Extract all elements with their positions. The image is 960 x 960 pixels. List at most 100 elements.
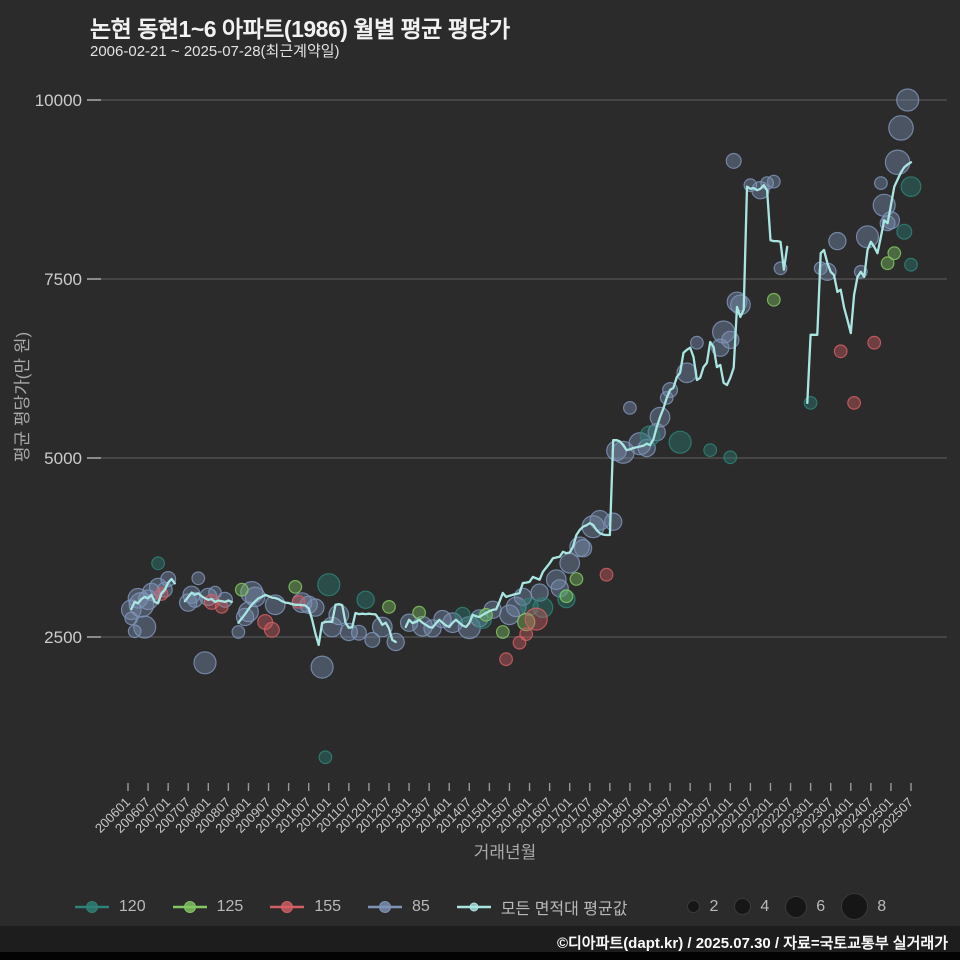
- legend-label: 155: [314, 897, 342, 915]
- scatter-point-125: [569, 572, 584, 586]
- x-axis-title: 거래년월: [474, 843, 537, 862]
- page-title: 논현 동현1~6 아파트(1986) 월별 평균 평당가: [90, 16, 510, 42]
- scatter-point-155: [833, 344, 848, 359]
- y-tick-label: 10000: [35, 91, 82, 110]
- legend-label: 85: [412, 897, 430, 915]
- scatter-point-120: [317, 573, 341, 597]
- footer-strip: [0, 926, 960, 952]
- scatter-point-120: [151, 556, 166, 571]
- scatter-point-85: [371, 616, 393, 638]
- scatter-point-85: [505, 596, 527, 618]
- line-legend-marker: [456, 902, 491, 911]
- scatter-point-120: [356, 590, 375, 610]
- scatter-point-85: [133, 615, 157, 639]
- scatter-point-155: [524, 607, 548, 631]
- scatter-point-85: [350, 624, 367, 641]
- scatter-point-120: [318, 750, 333, 765]
- scatter-point-85: [855, 225, 880, 249]
- scatter-point-155: [867, 335, 882, 350]
- scatter-point-85: [874, 176, 888, 191]
- scatter-point-85: [623, 401, 637, 415]
- size-legend-dot: [687, 900, 701, 913]
- y-tick-label: 7500: [44, 270, 82, 289]
- scatter-point-125: [766, 292, 781, 307]
- legend-item-155[interactable]: 155: [269, 898, 341, 916]
- scatter-point-155: [599, 567, 614, 582]
- scatter-point-120: [668, 430, 692, 454]
- bottom-border: [0, 952, 960, 960]
- scatter-point-85: [193, 651, 217, 675]
- scatter-point-85: [730, 294, 751, 316]
- chart-legend: 120 125 155 85 모든 면적대 평균값 2 4 6 8: [0, 893, 960, 920]
- legend-label: 120: [118, 897, 146, 915]
- scatter-point-125: [880, 256, 895, 271]
- scatter-point-85: [231, 625, 246, 639]
- size-legend-item: 6: [785, 895, 826, 918]
- size-legend: 2 4 6 8: [687, 893, 886, 920]
- legend-item-120[interactable]: 120: [74, 898, 146, 916]
- y-axis-title: 평균 평당가(만 원): [13, 332, 32, 462]
- scatter-point-120: [896, 223, 913, 240]
- scatter-point-85: [160, 570, 177, 587]
- scatter-point-155: [263, 621, 280, 638]
- y-tick-label: 2500: [44, 628, 82, 647]
- page-subtitle: 2006-02-21 ~ 2025-07-28(최근계약일): [90, 43, 340, 60]
- size-legend-item: 2: [687, 898, 718, 916]
- scatter-point-120: [900, 176, 922, 198]
- scatter-point-120: [703, 443, 718, 458]
- scatter-point-155: [519, 627, 534, 641]
- scatter-point-120: [723, 450, 738, 465]
- series-legend-marker: [368, 900, 403, 913]
- scatter-point-155: [499, 652, 514, 667]
- size-legend-label: 2: [709, 897, 719, 915]
- size-legend-item: 8: [841, 893, 886, 920]
- size-legend-label: 4: [760, 897, 770, 915]
- average-line: [130, 161, 913, 647]
- scatter-point-125: [559, 589, 574, 604]
- legend-item-125[interactable]: 125: [172, 897, 244, 916]
- scatter-point-85: [690, 335, 704, 350]
- legend-item-average-line[interactable]: 모든 면적대 평균값: [456, 895, 628, 919]
- legend-label: 모든 면적대 평균값: [500, 900, 628, 918]
- size-legend-item: 4: [734, 898, 769, 916]
- size-legend-dot: [785, 895, 808, 918]
- scatter-point-85: [766, 174, 781, 189]
- scatter-point-85: [244, 586, 266, 608]
- scatter-point-85: [725, 152, 742, 169]
- scatter-point-85: [364, 631, 381, 648]
- series-legend-marker: [74, 900, 109, 913]
- scatter-point-125: [288, 580, 303, 594]
- scatter-point-85: [896, 88, 920, 112]
- legend-item-85[interactable]: 85: [367, 898, 430, 916]
- legend-label: 125: [216, 897, 244, 915]
- scatter-point-120: [532, 597, 554, 618]
- y-tick-label: 5000: [44, 449, 82, 468]
- scatter-point-155: [847, 396, 861, 410]
- scatter-point-85: [310, 655, 334, 679]
- scatter-point-125: [887, 246, 902, 261]
- scatter-point-85: [573, 539, 593, 558]
- scatter-point-85: [828, 231, 847, 251]
- scatter-point-125: [234, 582, 249, 597]
- scatter-point-85: [604, 512, 623, 531]
- size-legend-label: 6: [816, 897, 826, 915]
- scatter-point-125: [495, 625, 510, 639]
- scatter-point-85: [186, 591, 203, 608]
- size-legend-dot: [734, 898, 752, 915]
- scatter-point-85: [530, 583, 549, 602]
- scatter-point-120: [454, 606, 471, 623]
- size-legend-dot: [841, 893, 869, 920]
- scatter-point-85: [881, 211, 901, 230]
- scatter-point-85: [884, 149, 911, 176]
- series-legend-marker: [172, 900, 207, 913]
- scatter-point-120: [904, 257, 918, 272]
- series-legend-marker: [270, 900, 305, 913]
- size-legend-label: 8: [877, 897, 887, 915]
- credit-text: ©디아파트(dapt.kr) / 2025.07.30 / 자료=국토교통부 실…: [556, 935, 948, 952]
- scatter-point-125: [382, 600, 396, 614]
- scatter-point-85: [888, 115, 914, 141]
- scatter-point-125: [412, 605, 427, 620]
- scatter-point-85: [191, 571, 206, 586]
